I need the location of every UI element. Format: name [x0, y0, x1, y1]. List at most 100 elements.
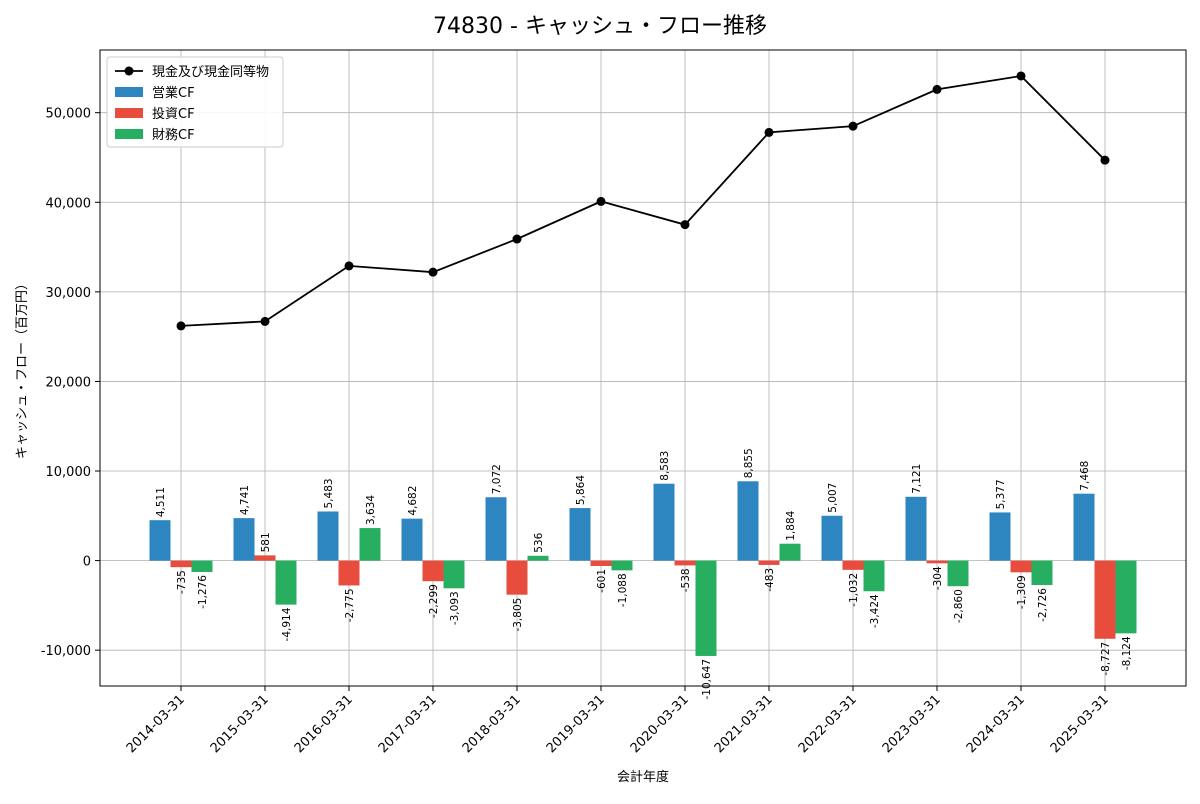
line-point [512, 234, 522, 244]
bar-data-label: 5,007 [827, 483, 839, 513]
x-tick-label: 2016-03-31 [292, 692, 356, 756]
legend-color-swatch [115, 108, 143, 118]
bar [233, 518, 255, 561]
legend-color-swatch [115, 87, 143, 97]
bar-data-label: 8,855 [743, 448, 755, 478]
legend-color-swatch [115, 129, 143, 139]
bar [338, 560, 360, 586]
bar [1094, 560, 1116, 639]
x-tick-label: 2021-03-31 [712, 692, 776, 756]
bar-data-label: 581 [260, 532, 272, 552]
bar [1073, 493, 1095, 561]
grid-layer [100, 50, 1186, 686]
bar [1010, 560, 1032, 573]
bar [317, 511, 339, 561]
bar [191, 560, 213, 573]
bar-data-label: -3,093 [449, 591, 461, 625]
bar [674, 560, 696, 566]
bar [401, 518, 423, 561]
bar-data-label: -2,775 [344, 588, 356, 622]
bar [254, 555, 276, 561]
bar [695, 560, 717, 656]
bar-data-label: 5,483 [323, 478, 335, 508]
legend-label: 財務CF [152, 128, 195, 143]
y-tick-label: -10,000 [41, 644, 91, 659]
y-tick-label: 10,000 [46, 465, 92, 480]
bar [275, 560, 297, 605]
y-tick-label: 30,000 [46, 286, 92, 301]
bar [779, 543, 801, 561]
line-point [260, 316, 270, 326]
y-tick-label: 20,000 [46, 375, 92, 390]
bar [947, 560, 969, 587]
x-tick-label: 2023-03-31 [880, 692, 944, 756]
bar-data-label: -2,299 [428, 584, 440, 618]
bar-data-label: 7,468 [1079, 461, 1091, 491]
bar [737, 481, 759, 561]
bar-data-label: -4,914 [281, 607, 293, 641]
legend-label: 現金及び現金同等物 [152, 64, 269, 80]
bar [149, 520, 171, 561]
y-tick-label: 40,000 [46, 196, 92, 211]
bar-data-label: -2,860 [953, 589, 965, 623]
x-axis-label: 会計年度 [617, 769, 669, 785]
bar [485, 497, 507, 561]
bar [905, 496, 927, 561]
line-point [680, 220, 690, 230]
bar-data-label: 5,377 [995, 479, 1007, 509]
bar-data-label: -3,805 [512, 598, 524, 632]
bar [989, 512, 1011, 561]
bar [527, 555, 549, 561]
bar-data-label: 5,864 [575, 475, 587, 505]
bar [863, 560, 885, 592]
bar-data-label: 3,634 [365, 495, 377, 525]
bar [422, 560, 444, 582]
x-tick-label: 2014-03-31 [124, 692, 188, 756]
x-tick-label: 2019-03-31 [544, 692, 608, 756]
bar-data-label: -2,726 [1037, 588, 1049, 622]
bar-data-label: -538 [680, 568, 692, 592]
bar-data-label: -1,088 [617, 573, 629, 607]
x-tick-label: 2022-03-31 [796, 692, 860, 756]
bar [506, 560, 528, 595]
x-tick-label: 2025-03-31 [1048, 692, 1112, 756]
bar-data-label: -304 [932, 566, 944, 590]
y-tick-label: 50,000 [46, 107, 92, 122]
bar-data-label: 536 [533, 532, 545, 552]
line-point [932, 84, 942, 94]
x-tick-label: 2020-03-31 [628, 692, 692, 756]
bar-data-label: -1,276 [197, 575, 209, 609]
line-point [428, 267, 438, 277]
bar-data-label: -8,124 [1121, 636, 1133, 670]
line-point [176, 321, 186, 331]
plot-frame [99, 49, 1187, 687]
axis-layer: -10,000 0 10,000 20,000 30,000 40,000 50,000 20… [41, 107, 1112, 757]
bar [1031, 560, 1053, 586]
bar-data-label: -3,424 [869, 594, 881, 628]
cash-equivalents-line [180, 75, 1106, 327]
bar-data-label: -8,727 [1100, 642, 1112, 676]
x-tick-label: 2024-03-31 [964, 692, 1028, 756]
data-labels-layer: 4,511 4,741 5,483 4,682 7,072 5,864 8,583 8,855… [155, 448, 1133, 699]
line-point [1016, 71, 1026, 81]
bar-data-label: -601 [596, 569, 608, 593]
bar-data-label: -735 [176, 570, 188, 594]
bar [926, 560, 948, 564]
chart-title: 74830 - キャッシュ・フロー推移 [433, 14, 767, 39]
bar-data-label: 4,682 [407, 486, 419, 516]
bar-data-label: 7,072 [491, 464, 503, 494]
x-tick-label: 2017-03-31 [376, 692, 440, 756]
bar-data-label: -1,309 [1016, 575, 1028, 609]
line-point [764, 127, 774, 137]
x-tick-label: 2018-03-31 [460, 692, 524, 756]
line-point [1100, 155, 1110, 165]
bar-data-label: 8,583 [659, 451, 671, 481]
bar-data-label: 4,511 [155, 487, 167, 517]
bar [590, 560, 612, 566]
y-tick-label: 0 [83, 555, 91, 570]
bar [821, 515, 843, 561]
legend-label: 投資CF [152, 106, 195, 122]
bars-layer [149, 481, 1137, 656]
